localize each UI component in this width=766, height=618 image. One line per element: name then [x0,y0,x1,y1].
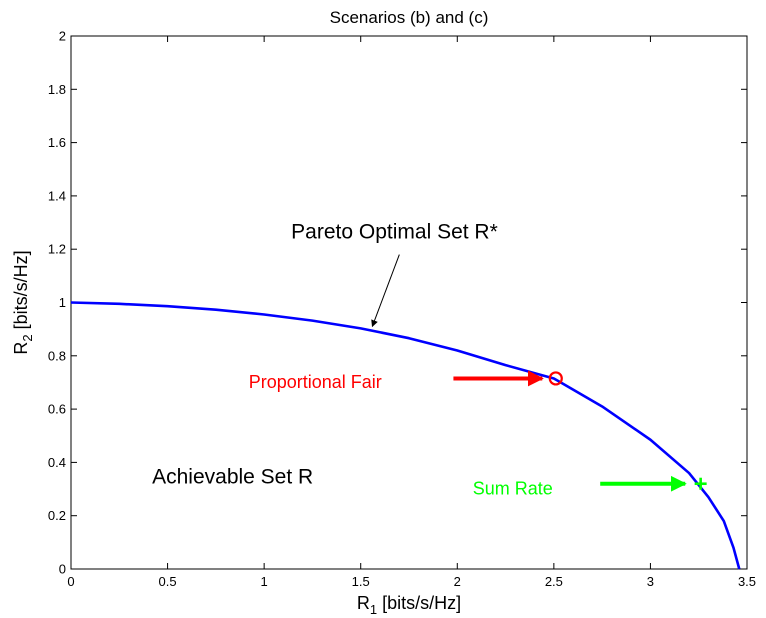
y-tick-label: 0 [59,562,66,577]
y-tick-label: 1 [59,295,66,310]
plot-frame [70,35,748,570]
y-tick-label: 1.8 [48,82,66,97]
annotation-arrow-pareto [371,254,400,328]
x-tick-label: 1.5 [352,574,370,589]
sum-rate-point [694,477,707,490]
x-axis-label-sub: 1 [370,602,377,617]
y-tick-label: 1.2 [48,242,66,257]
y-axis-label-unit: [bits/s/Hz] [11,250,31,334]
y-axis-label-main: R [11,342,31,355]
x-tick-label: 0 [67,574,74,589]
annotation-pf: Proportional Fair [249,372,382,392]
pareto-curve [70,301,741,570]
y-tick-label: 2 [59,29,66,44]
y-tick-label: 1.6 [48,135,66,150]
y-tick-label: 0.4 [48,455,66,470]
x-tick-label: 2 [454,574,461,589]
x-tick-label: 0.5 [159,574,177,589]
annotation-pareto: Pareto Optimal Set R* [291,221,498,244]
x-tick-label: 3.5 [738,574,756,589]
y-axis: 0 0.2 0.4 0.6 0.8 1 1.2 1.4 1.6 1.8 2 [48,29,747,577]
x-axis-label-unit: [bits/s/Hz] [377,593,461,613]
y-tick-label: 0.2 [48,508,66,523]
y-tick-label: 0.6 [48,402,66,417]
x-axis-label: R1 [bits/s/Hz] [357,593,461,617]
chart-title: Scenarios (b) and (c) [330,8,489,27]
x-axis-label-main: R [357,593,370,613]
y-axis-label-sub: 2 [20,334,35,341]
annotation-sr: Sum Rate [473,478,553,498]
x-axis: 0 0.5 1 1.5 2 2.5 3 3.5 [67,36,756,589]
y-tick-label: 0.8 [48,348,66,363]
annotation-achievable: Achievable Set R [152,466,313,489]
proportional-fair-point [548,371,563,386]
y-axis-label: R2 [bits/s/Hz] [11,250,35,354]
x-tick-label: 2.5 [545,574,563,589]
x-tick-label: 1 [261,574,268,589]
x-tick-label: 3 [647,574,654,589]
y-tick-label: 1.4 [48,188,66,203]
